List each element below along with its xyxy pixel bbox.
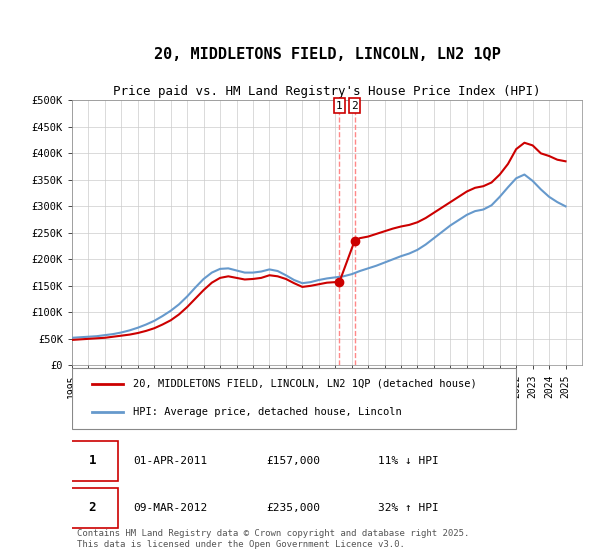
FancyBboxPatch shape	[67, 441, 118, 481]
Text: 1: 1	[336, 101, 343, 111]
Text: Price paid vs. HM Land Registry's House Price Index (HPI): Price paid vs. HM Land Registry's House …	[113, 85, 541, 97]
Text: £157,000: £157,000	[266, 456, 320, 466]
Text: 11% ↓ HPI: 11% ↓ HPI	[378, 456, 439, 466]
Text: 32% ↑ HPI: 32% ↑ HPI	[378, 503, 439, 513]
Text: 20, MIDDLETONS FIELD, LINCOLN, LN2 1QP: 20, MIDDLETONS FIELD, LINCOLN, LN2 1QP	[154, 47, 500, 62]
Text: Contains HM Land Registry data © Crown copyright and database right 2025.
This d: Contains HM Land Registry data © Crown c…	[77, 529, 469, 549]
FancyBboxPatch shape	[67, 488, 118, 528]
Text: 1: 1	[89, 454, 96, 468]
Text: £235,000: £235,000	[266, 503, 320, 513]
Text: 2: 2	[351, 101, 358, 111]
FancyBboxPatch shape	[72, 368, 516, 429]
Text: 2: 2	[89, 501, 96, 514]
Text: HPI: Average price, detached house, Lincoln: HPI: Average price, detached house, Linc…	[133, 407, 402, 417]
Text: 20, MIDDLETONS FIELD, LINCOLN, LN2 1QP (detached house): 20, MIDDLETONS FIELD, LINCOLN, LN2 1QP (…	[133, 379, 477, 389]
Text: 01-APR-2011: 01-APR-2011	[133, 456, 208, 466]
Text: 09-MAR-2012: 09-MAR-2012	[133, 503, 208, 513]
